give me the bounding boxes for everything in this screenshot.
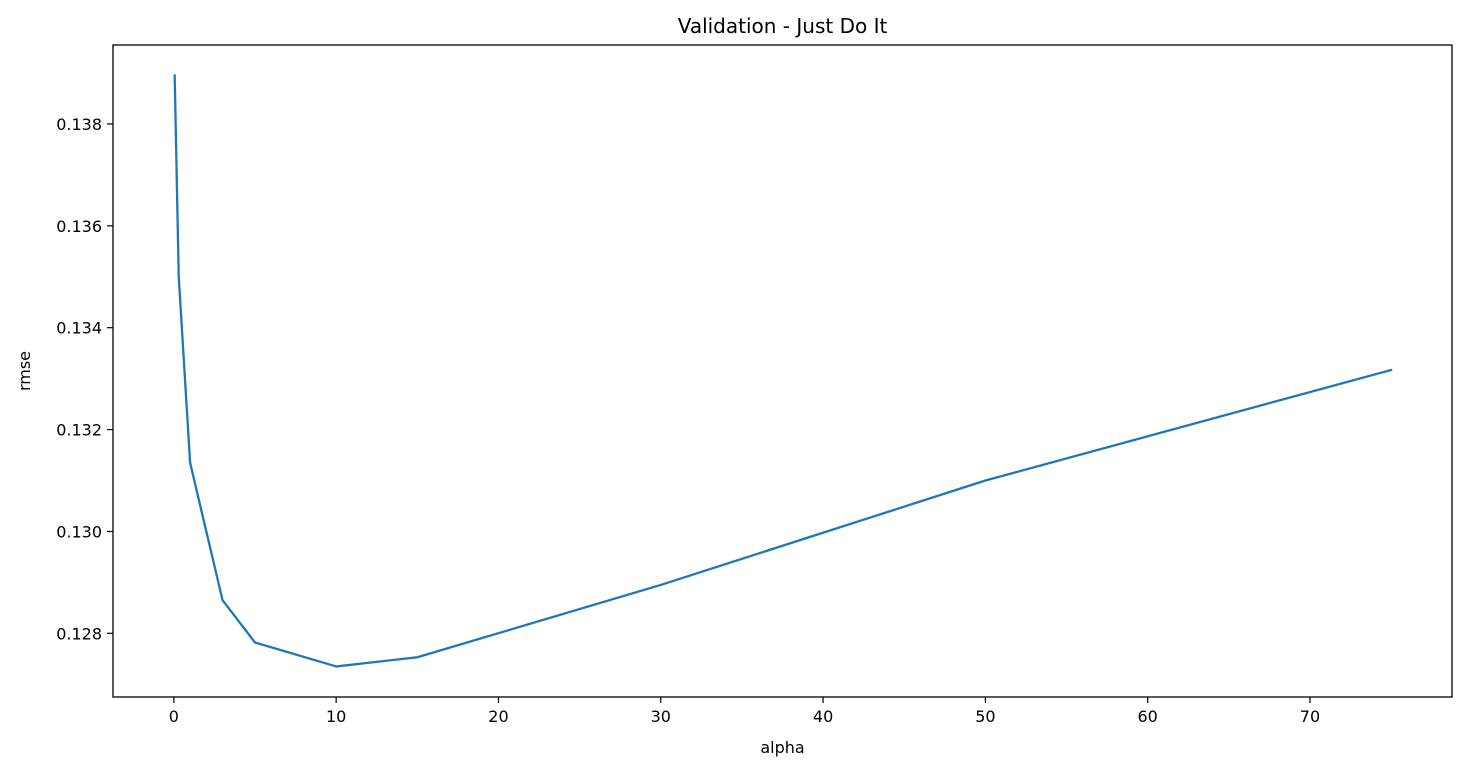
y-axis-label: rmse [15,351,34,391]
x-tick-label: 0 [169,707,179,726]
chart-title: Validation - Just Do It [678,14,888,38]
x-tick-label: 10 [326,707,346,726]
y-tick-label: 0.138 [56,115,102,134]
x-axis-label: alpha [760,738,804,757]
y-tick-label: 0.136 [56,217,102,236]
x-tick-label: 70 [1300,707,1320,726]
y-tick-label: 0.134 [56,319,102,338]
y-tick-label: 0.128 [56,624,102,643]
x-axis-ticks: 0 10 20 30 40 50 60 70 [169,697,1320,726]
x-tick-label: 30 [651,707,671,726]
plot-area [113,45,1452,697]
x-tick-label: 20 [488,707,508,726]
y-axis-ticks: 0.128 0.130 0.132 0.134 0.136 0.138 [56,115,113,643]
series-layer [173,74,1393,668]
x-tick-label: 50 [975,707,995,726]
x-tick-label: 40 [813,707,833,726]
y-tick-label: 0.130 [56,522,102,541]
x-tick-label: 60 [1138,707,1158,726]
series-line [173,74,1393,668]
plot-frame [112,44,1453,698]
y-tick-label: 0.132 [56,421,102,440]
